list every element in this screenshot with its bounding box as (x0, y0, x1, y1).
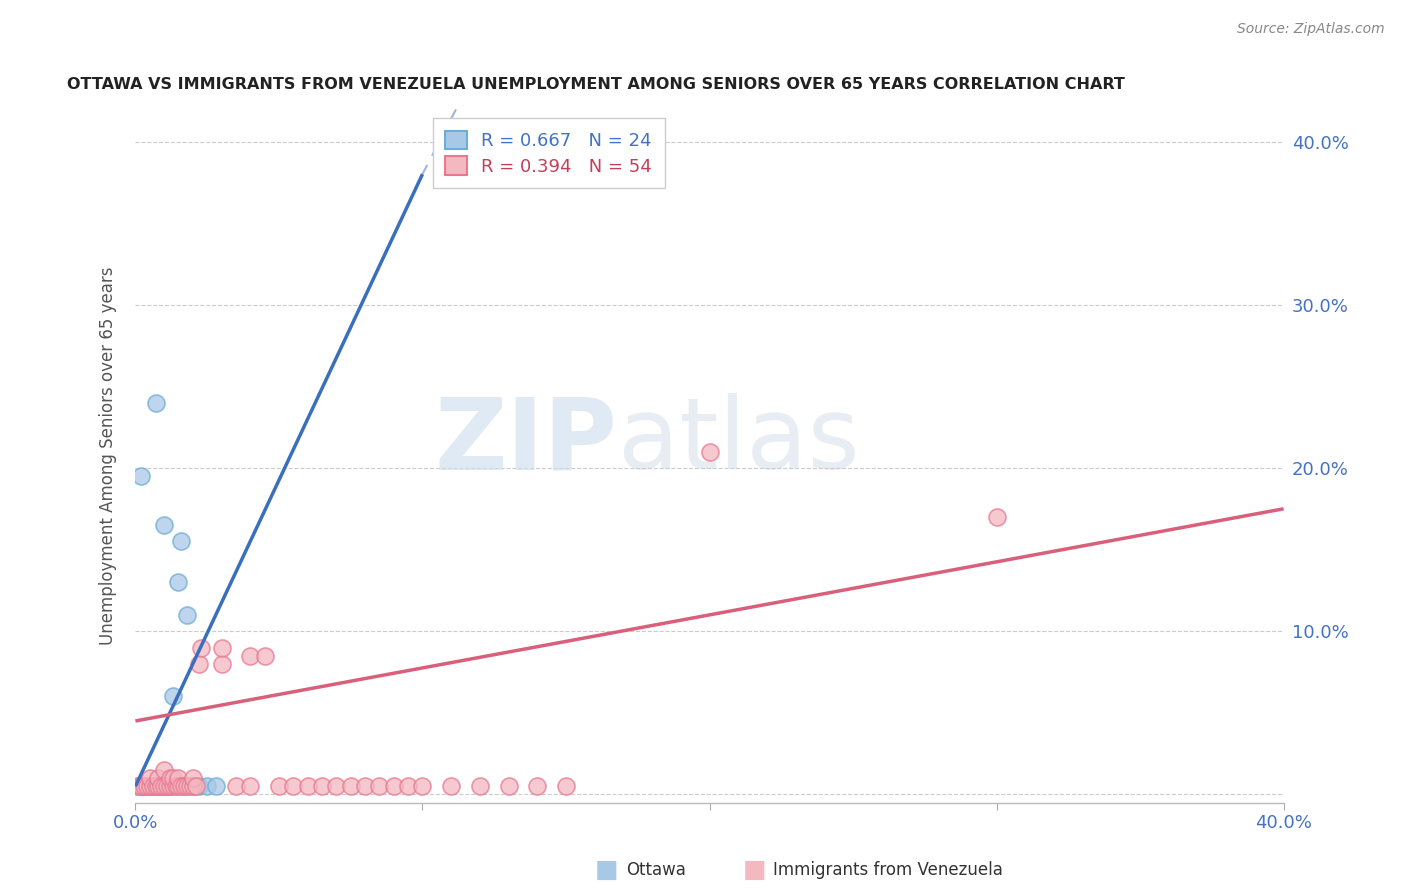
Text: Immigrants from Venezuela: Immigrants from Venezuela (773, 861, 1002, 879)
Point (167, 771, 190, 785)
Point (368, 779, 391, 793)
Point (176, 607, 198, 622)
Text: ■: ■ (742, 858, 766, 881)
Point (150, 779, 173, 793)
Point (165, 779, 187, 793)
Point (159, 779, 181, 793)
Point (187, 779, 209, 793)
Point (176, 779, 198, 793)
Point (145, 779, 167, 793)
Point (139, 779, 162, 793)
Point (253, 648, 276, 663)
Point (156, 779, 179, 793)
Point (162, 771, 184, 785)
Point (129, 779, 152, 793)
Text: OTTAWA VS IMMIGRANTS FROM VENEZUELA UNEMPLOYMENT AMONG SENIORS OVER 65 YEARS COR: OTTAWA VS IMMIGRANTS FROM VENEZUELA UNEM… (66, 78, 1125, 93)
Point (153, 518, 176, 533)
Point (411, 779, 433, 793)
Point (498, 779, 520, 793)
Text: Source: ZipAtlas.com: Source: ZipAtlas.com (1237, 22, 1385, 37)
Point (142, 779, 165, 793)
Point (139, 771, 162, 785)
Point (181, 779, 204, 793)
Point (211, 640, 233, 655)
Point (339, 779, 361, 793)
Point (468, 779, 491, 793)
Point (132, 779, 155, 793)
Point (159, 779, 181, 793)
Point (297, 779, 319, 793)
Point (440, 779, 463, 793)
Point (162, 779, 184, 793)
Point (129, 469, 152, 483)
Point (145, 779, 167, 793)
Point (187, 657, 209, 671)
Point (153, 763, 176, 777)
Point (181, 779, 204, 793)
Point (225, 779, 247, 793)
Point (526, 779, 548, 793)
Point (129, 779, 152, 793)
Legend: R = 0.667   N = 24, R = 0.394   N = 54: R = 0.667 N = 24, R = 0.394 N = 54 (433, 118, 665, 188)
Point (283, 779, 305, 793)
Point (127, 779, 149, 793)
Point (184, 779, 207, 793)
Text: Ottawa: Ottawa (626, 861, 686, 879)
Point (181, 771, 204, 785)
Point (325, 779, 347, 793)
Point (382, 779, 405, 793)
Point (142, 779, 165, 793)
Point (127, 779, 149, 793)
Point (139, 779, 162, 793)
Point (239, 779, 262, 793)
Point (159, 771, 181, 785)
Point (699, 444, 721, 458)
Point (153, 779, 176, 793)
Point (145, 395, 167, 409)
Point (311, 779, 333, 793)
Point (132, 779, 155, 793)
Point (267, 779, 290, 793)
Text: ■: ■ (595, 858, 619, 881)
Point (173, 779, 195, 793)
Point (555, 779, 578, 793)
Point (167, 779, 190, 793)
Text: ZIP: ZIP (434, 393, 617, 491)
Point (170, 779, 193, 793)
Text: atlas: atlas (617, 393, 859, 491)
Point (148, 779, 170, 793)
Point (179, 779, 201, 793)
Point (396, 779, 419, 793)
Point (204, 779, 226, 793)
Point (173, 779, 195, 793)
Point (156, 779, 179, 793)
Point (211, 657, 233, 671)
Point (986, 510, 1008, 524)
Point (170, 534, 193, 549)
Point (167, 575, 190, 590)
Point (148, 771, 170, 785)
Point (150, 779, 173, 793)
Point (162, 690, 184, 704)
Point (153, 779, 176, 793)
Point (135, 779, 157, 793)
Point (354, 779, 377, 793)
Point (148, 779, 170, 793)
Point (195, 779, 218, 793)
Point (190, 640, 212, 655)
Y-axis label: Unemployment Among Seniors over 65 years: Unemployment Among Seniors over 65 years (100, 267, 117, 645)
Point (135, 779, 157, 793)
Point (239, 648, 262, 663)
